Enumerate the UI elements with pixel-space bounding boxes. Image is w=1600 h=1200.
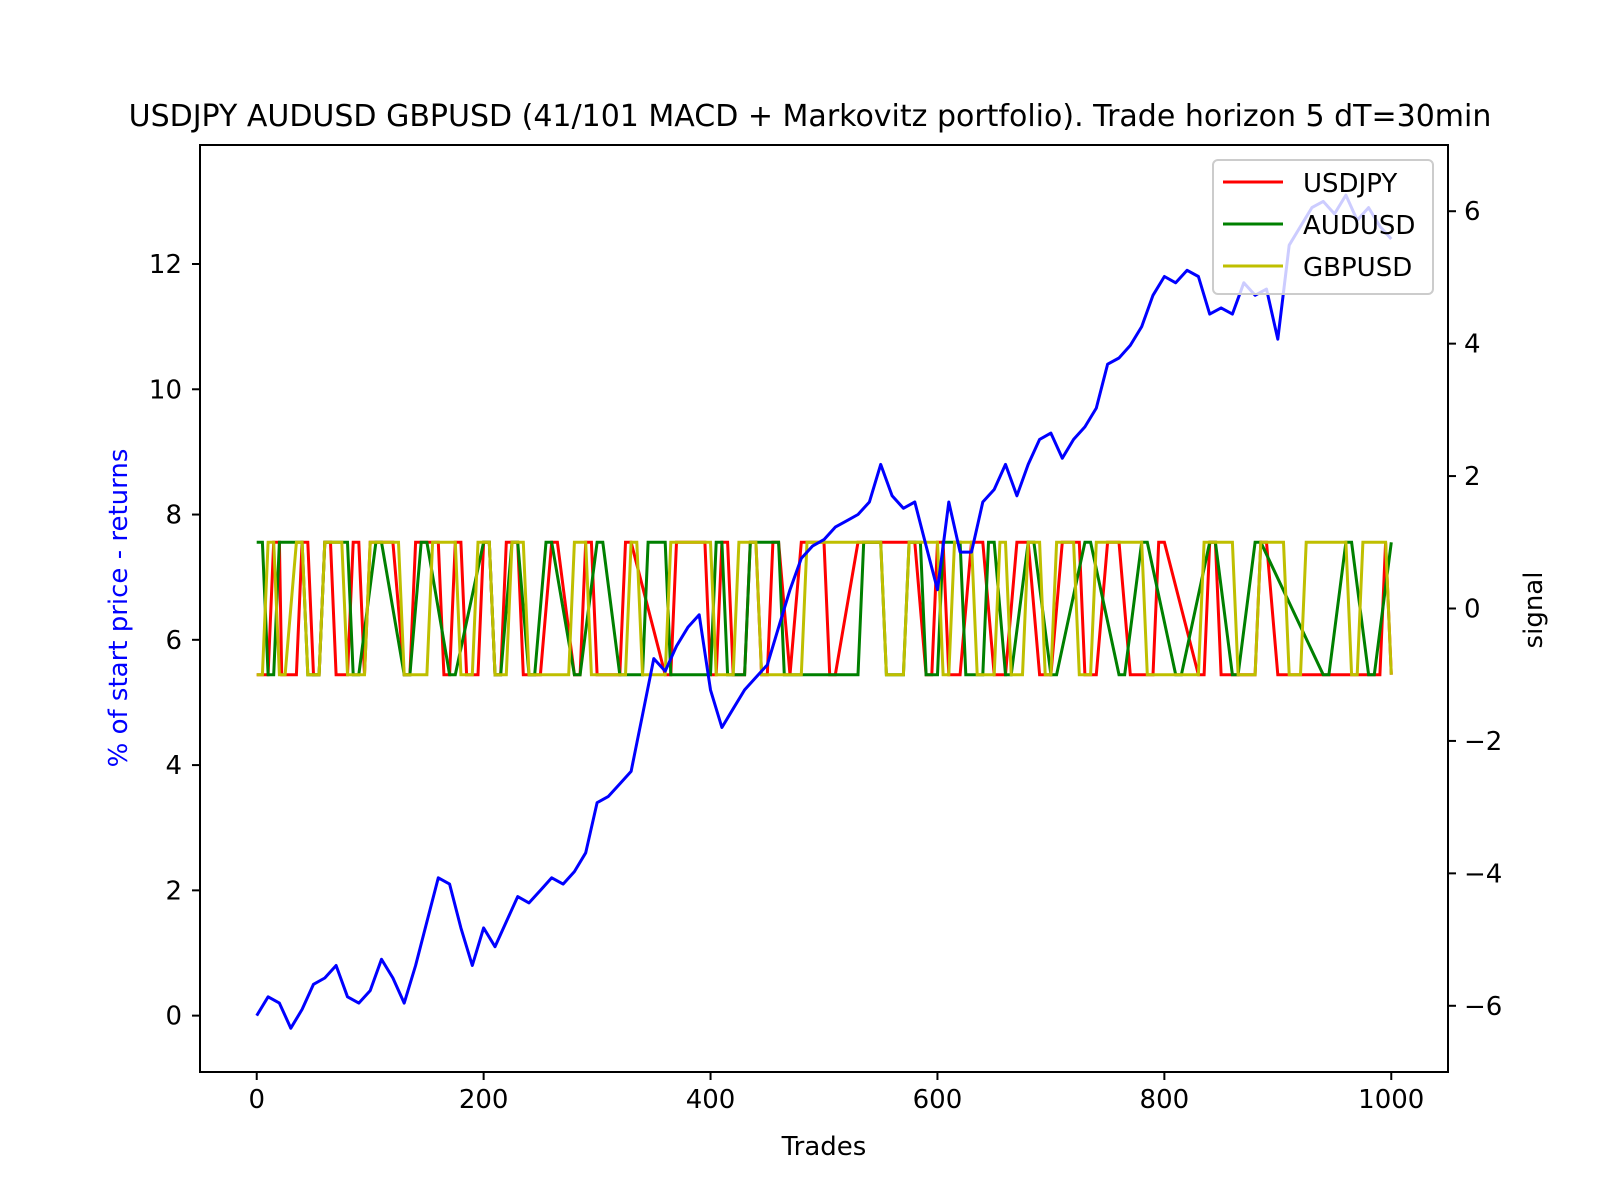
y2-tick-label: 0 <box>1464 595 1481 625</box>
legend-label-usdjpy: USDJPY <box>1303 169 1397 199</box>
y-tick-label: 12 <box>149 250 182 280</box>
x-tick-label: 1000 <box>1358 1085 1424 1115</box>
returns-line <box>255 193 1393 1030</box>
x-axis-label: Trades <box>781 1132 867 1162</box>
y2-axis-label: signal <box>1519 572 1549 649</box>
x-tick-label: 600 <box>913 1085 963 1115</box>
x-tick-label: 200 <box>459 1085 509 1115</box>
signal-line-gbpusd <box>256 540 1393 677</box>
y2-tick-label: −6 <box>1464 992 1502 1022</box>
y-tick-label: 0 <box>165 1002 182 1032</box>
y2-tick-label: 6 <box>1464 197 1481 227</box>
legend-box <box>1212 159 1434 295</box>
chart-title: USDJPY AUDUSD GBPUSD (41/101 MACD + Mark… <box>129 99 1492 134</box>
y-tick-label: 8 <box>165 501 182 531</box>
y2-tick-label: 2 <box>1464 462 1481 492</box>
y2-tick-label: −4 <box>1464 859 1502 889</box>
legend-label-audusd: AUDUSD <box>1303 211 1415 241</box>
y-tick-label: 4 <box>165 751 182 781</box>
y-tick-label: 10 <box>149 375 182 405</box>
y-tick-label: 2 <box>165 876 182 906</box>
x-tick-label: 800 <box>1140 1085 1190 1115</box>
y-axis-label: % of start price - returns <box>104 449 134 768</box>
legend: USDJPY AUDUSD GBPUSD <box>1212 159 1434 295</box>
legend-label-gbpusd: GBPUSD <box>1303 253 1412 283</box>
x-tick-label: 400 <box>686 1085 736 1115</box>
y-tick-label: 6 <box>165 626 182 656</box>
y2-tick-label: −2 <box>1464 727 1502 757</box>
y2-tick-label: 4 <box>1464 330 1481 360</box>
x-tick-label: 0 <box>248 1085 265 1115</box>
